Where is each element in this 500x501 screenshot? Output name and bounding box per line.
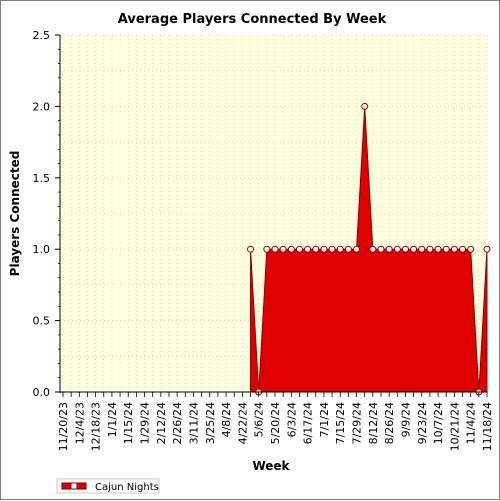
x-axis-title: Week <box>252 459 290 473</box>
x-tick-label: 8/12/24 <box>367 402 380 444</box>
y-tick-label: 1.0 <box>33 243 51 256</box>
data-point <box>344 245 352 253</box>
axes-group <box>55 34 488 397</box>
x-tick-label: 9/23/24 <box>416 402 429 444</box>
data-point <box>263 245 271 253</box>
x-tick-label: 7/1/24 <box>318 402 331 437</box>
x-tick-label: 1/15/24 <box>122 402 135 444</box>
chart-title: Average Players Connected By Week <box>118 12 387 27</box>
x-tick-labels: 11/20/23 12/4/23 12/18/23 1/1/24 1/15/24 1/29… <box>57 402 494 451</box>
x-tick-label: 10/21/24 <box>448 402 461 451</box>
data-point <box>279 245 287 253</box>
data-point <box>369 245 377 253</box>
data-point <box>418 245 426 253</box>
y-tick-label: 2.5 <box>33 29 51 42</box>
y-tick-label: 2.0 <box>33 100 51 113</box>
x-tick-label: 2/26/24 <box>171 402 184 444</box>
x-tick-label: 9/9/24 <box>399 402 412 437</box>
data-point <box>336 245 344 253</box>
data-point <box>434 245 442 253</box>
data-point <box>271 245 279 253</box>
data-point <box>304 245 312 253</box>
data-point <box>426 245 434 253</box>
x-tick-label: 6/3/24 <box>285 402 298 437</box>
x-tick-label: 6/17/24 <box>302 402 315 444</box>
legend: Cajun Nights <box>56 478 160 494</box>
x-tick-label: 1/29/24 <box>139 402 152 444</box>
data-point <box>459 245 467 253</box>
data-point <box>377 245 385 253</box>
x-tick-label: 10/7/24 <box>432 402 445 444</box>
y-tick-label: 0.5 <box>33 315 51 328</box>
x-tick-label: 4/8/24 <box>220 402 233 437</box>
data-point <box>393 245 401 253</box>
x-tick-label: 5/20/24 <box>269 402 282 444</box>
legend-label: Cajun Nights <box>95 482 159 493</box>
data-point <box>312 245 320 253</box>
x-tick-label: 11/4/24 <box>465 402 478 444</box>
data-point <box>247 245 255 253</box>
data-point <box>295 245 303 253</box>
y-tick-labels: 0.0 0.5 1.0 1.5 2.0 2.5 <box>33 29 51 399</box>
data-point <box>328 245 336 253</box>
x-tick-label: 4/22/24 <box>236 402 249 444</box>
data-point <box>401 245 409 253</box>
series-markers-group <box>247 102 491 396</box>
x-tick-label: 7/15/24 <box>334 402 347 444</box>
data-point <box>483 245 491 253</box>
x-tick-label: 3/25/24 <box>204 402 217 444</box>
x-tick-label: 11/18/24 <box>481 402 494 451</box>
x-tick-label: 12/4/23 <box>73 402 86 444</box>
data-point <box>450 245 458 253</box>
x-tick-label: 12/18/23 <box>90 402 103 451</box>
x-tick-label: 8/26/24 <box>383 402 396 444</box>
x-tick-label: 11/20/23 <box>57 402 70 451</box>
data-point <box>287 245 295 253</box>
y-axis-title: Players Connected <box>8 151 22 277</box>
y-tick-label: 1.5 <box>33 172 51 185</box>
data-point <box>353 245 361 253</box>
y-tick-label: 0.0 <box>33 386 51 399</box>
data-point <box>467 245 475 253</box>
data-point <box>385 245 393 253</box>
x-tick-label: 5/6/24 <box>253 402 266 437</box>
data-point <box>410 245 418 253</box>
x-tick-label: 7/29/24 <box>351 402 364 444</box>
legend-marker <box>70 482 78 490</box>
x-tick-label: 2/12/24 <box>155 402 168 444</box>
data-point <box>361 102 369 110</box>
data-point <box>442 245 450 253</box>
x-tick-label: 3/11/24 <box>187 402 200 444</box>
data-point <box>320 245 328 253</box>
x-tick-label: 1/1/24 <box>106 402 119 437</box>
